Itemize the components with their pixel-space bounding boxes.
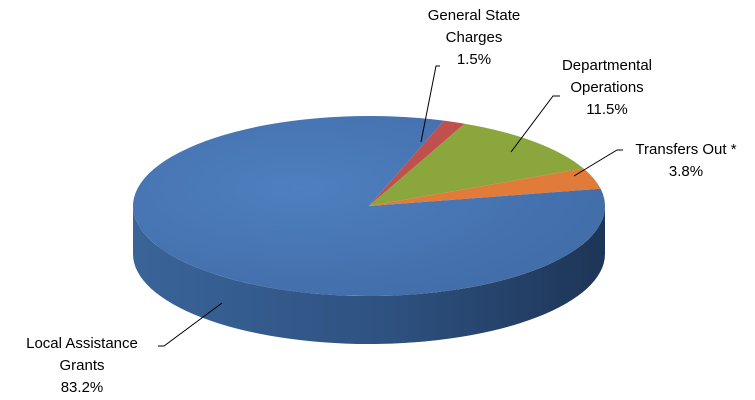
- leader-line: [158, 302, 223, 347]
- label-departmental-operations: Departmental Operations 11.5%: [510, 57, 652, 153]
- slice-label-line: Grants: [59, 357, 104, 374]
- slice-label-line: Departmental: [562, 57, 652, 74]
- slice-general-state-charges: [369, 120, 465, 206]
- slice-transfers-out: [369, 168, 601, 206]
- leader-line: [510, 95, 560, 153]
- slice-label-line: Operations: [570, 79, 643, 96]
- slice-label-line: Local Assistance: [26, 335, 138, 352]
- slice-value-label: 11.5%: [586, 101, 627, 118]
- slice-label-line: Charges: [446, 29, 503, 46]
- slice-departmental-operations: [369, 123, 584, 206]
- leader-line: [420, 65, 440, 143]
- slice-value-label: 1.5%: [457, 51, 491, 68]
- slice-label-line: General State: [428, 7, 521, 24]
- label-local-assistance-grants: Local Assistance Grants 83.2%: [26, 302, 223, 396]
- slice-value-label: 83.2%: [61, 379, 104, 396]
- label-transfers-out: Transfers Out * 3.8%: [573, 141, 737, 180]
- slice-side-local-assistance-grants: [133, 206, 605, 344]
- label-general-state-charges: General State Charges 1.5%: [420, 7, 521, 143]
- slice-label-line: Transfers Out *: [635, 141, 736, 158]
- leader-line: [573, 149, 623, 177]
- slice-local-assistance-grants: [132, 115, 605, 296]
- slice-value-label: 3.8%: [669, 163, 703, 180]
